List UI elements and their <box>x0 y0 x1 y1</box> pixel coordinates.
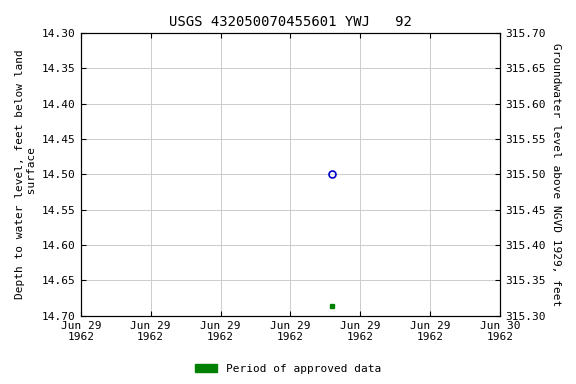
Legend: Period of approved data: Period of approved data <box>191 359 385 379</box>
Y-axis label: Groundwater level above NGVD 1929, feet: Groundwater level above NGVD 1929, feet <box>551 43 561 306</box>
Y-axis label: Depth to water level, feet below land
 surface: Depth to water level, feet below land su… <box>15 50 37 299</box>
Title: USGS 432050070455601 YWJ   92: USGS 432050070455601 YWJ 92 <box>169 15 412 29</box>
